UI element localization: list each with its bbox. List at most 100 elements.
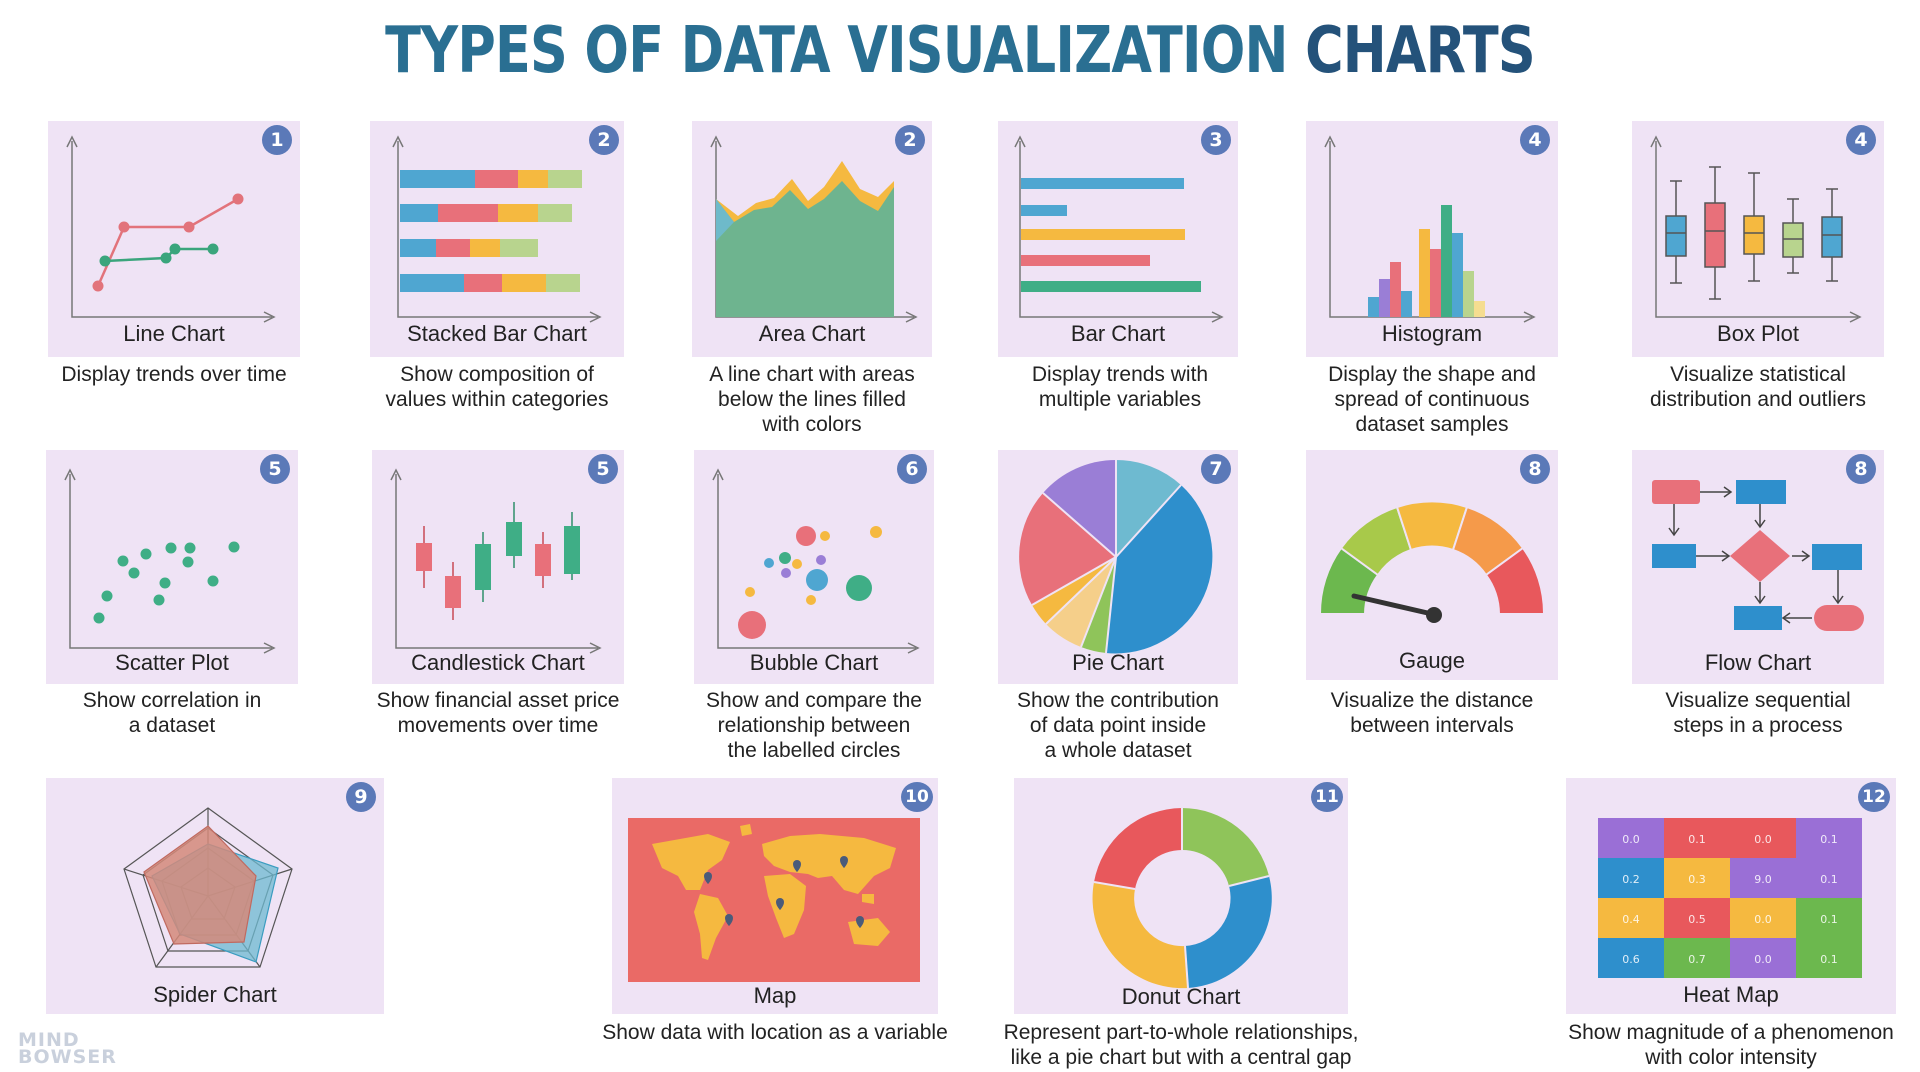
heatmap-cell-value: 0.7 <box>1688 953 1706 966</box>
desc-line: a dataset <box>128 714 216 737</box>
desc-line: below the lines filled <box>718 388 906 411</box>
desc-line: between intervals <box>1350 714 1514 737</box>
step-badge: 11 <box>1311 782 1343 812</box>
chart-label: Box Plot <box>1717 321 1799 346</box>
heatmap-cell-value: 9.0 <box>1754 873 1772 886</box>
desc-line: Show the contribution <box>1017 689 1219 712</box>
card-description: Show composition of values within categor… <box>352 362 642 412</box>
heatmap-cell-value: 0.2 <box>1622 873 1640 886</box>
bubble-chart-graphic <box>712 468 920 654</box>
card-description: Show magnitude of a phenomenon with color… <box>1526 1020 1920 1070</box>
step-badge: 6 <box>897 454 927 484</box>
heatmap-cell <box>1796 818 1862 858</box>
step-badge: 1 <box>262 125 292 155</box>
heatmap-cell <box>1796 898 1862 938</box>
card-donut-chart: 11 Donut Chart <box>1014 778 1348 1014</box>
card-spider-chart: 9 Spider Chart <box>46 778 384 1014</box>
step-badge: 8 <box>1520 454 1550 484</box>
desc-line: Visualize statistical <box>1670 363 1846 386</box>
card-scatter-plot: 5 Scatter Plot <box>46 450 298 684</box>
heatmap-cell-value: 0.1 <box>1820 913 1838 926</box>
desc-line: Show correlation in <box>82 689 262 712</box>
heatmap-cell <box>1730 898 1796 938</box>
step-badge: 5 <box>260 454 290 484</box>
desc-line: the labelled circles <box>727 739 901 762</box>
chart-label: Candlestick Chart <box>411 650 585 675</box>
card-description: Show the contribution of data point insid… <box>978 688 1258 763</box>
card-map: 10 Map <box>612 778 938 1014</box>
card-description: Display trends over time <box>28 362 320 387</box>
step-badge: 4 <box>1520 125 1550 155</box>
step-badge: 7 <box>1201 454 1231 484</box>
heatmap-cell-value: 0.5 <box>1688 913 1706 926</box>
heatmap-cell-value: 0.0 <box>1754 833 1772 846</box>
desc-line: relationship between <box>717 714 911 737</box>
heatmap-cell <box>1598 818 1664 858</box>
card-description: Represent part-to-whole relationships, li… <box>966 1020 1396 1070</box>
desc-line: dataset samples <box>1355 413 1509 436</box>
histogram-graphic <box>1324 135 1536 323</box>
desc-line: Represent part-to-whole relationships, <box>1003 1021 1359 1044</box>
card-description: Show correlation in a dataset <box>26 688 318 738</box>
chart-label: Stacked Bar Chart <box>407 321 587 346</box>
page-title: TYPES OF DATA VISUALIZATION CHARTS <box>173 14 1747 88</box>
desc-line: steps in a process <box>1673 714 1843 737</box>
card-description: Display the shape and spread of continuou… <box>1286 362 1578 437</box>
step-badge: 12 <box>1858 782 1890 812</box>
chart-label: Flow Chart <box>1704 650 1812 675</box>
heatmap-cell-value: 0.1 <box>1820 873 1838 886</box>
desc-line: Display trends with <box>1031 363 1209 386</box>
candlestick-chart-graphic <box>390 468 602 654</box>
card-description: Visualize the distance between intervals <box>1286 688 1578 738</box>
card-gauge: 8 Gauge <box>1306 450 1558 680</box>
desc-line: Show financial asset price <box>376 689 620 712</box>
card-line-chart: 1 Line Chart <box>48 121 300 357</box>
logo-line: BOWSER <box>18 1046 117 1068</box>
card-bar-chart: 3 Bar Chart <box>998 121 1238 357</box>
donut-chart-graphic <box>1092 808 1272 989</box>
heatmap-cell <box>1796 858 1862 898</box>
desc-line: a whole dataset <box>1044 739 1192 762</box>
desc-line: multiple variables <box>1038 388 1202 411</box>
chart-label: Map <box>753 983 797 1008</box>
heatmap-cell <box>1664 938 1730 978</box>
card-flow-chart: 8 Flow Chart <box>1632 450 1884 684</box>
card-description: Show financial asset price movements over… <box>352 688 644 738</box>
heatmap-cell <box>1598 898 1664 938</box>
card-description: Show data with location as a variable <box>562 1020 988 1045</box>
card-description: Visualize statistical distribution and ou… <box>1612 362 1904 412</box>
desc-line: with colors <box>762 413 862 436</box>
heatmap-cell-value: 0.0 <box>1622 833 1640 846</box>
box-plot-graphic <box>1650 135 1862 323</box>
step-badge: 10 <box>901 782 933 812</box>
spider-chart-graphic <box>123 807 293 968</box>
heatmap-cell <box>1730 818 1796 858</box>
heatmap-cell <box>1598 858 1664 898</box>
heatmap-cell <box>1598 938 1664 978</box>
card-area-chart: 2 Area Chart <box>692 121 932 357</box>
scatter-plot-graphic <box>64 468 276 654</box>
step-badge: 5 <box>588 454 618 484</box>
heatmap-cell-value: 0.4 <box>1622 913 1640 926</box>
area-chart-graphic <box>710 135 918 323</box>
desc-line: Display the shape and <box>1328 363 1536 386</box>
chart-label: Bar Chart <box>1070 321 1166 346</box>
card-pie-chart: 7 Pie Chart <box>998 450 1238 684</box>
heat-map-graphic: 0.0 0.1 0.0 0.1 0.2 0.3 9.0 0.1 0.4 0.5 0.0 0.1 0.6 0… <box>1598 818 1862 978</box>
desc-line: of data point inside <box>1029 714 1207 737</box>
chart-label: Area Chart <box>758 321 866 346</box>
desc-line: like a pie chart but with a central gap <box>1010 1046 1352 1069</box>
desc-line: Show data with location as a variable <box>602 1021 948 1044</box>
step-badge: 9 <box>346 782 376 812</box>
chart-label: Pie Chart <box>1072 650 1164 675</box>
desc-line: Show and compare the <box>706 689 922 712</box>
brand-logo: MIND BOWSER <box>18 1031 117 1068</box>
title-part1: TYPES OF DATA VISUALIZATION <box>385 14 1288 88</box>
desc-line: with color intensity <box>1645 1046 1817 1069</box>
bar-chart-graphic <box>1014 135 1224 323</box>
heatmap-cell-value: 0.0 <box>1754 913 1772 926</box>
desc-line: Show magnitude of a phenomenon <box>1568 1021 1894 1044</box>
heatmap-cell <box>1730 858 1796 898</box>
card-candlestick-chart: 5 Candlestick Chart <box>372 450 624 684</box>
step-badge: 2 <box>589 125 619 155</box>
